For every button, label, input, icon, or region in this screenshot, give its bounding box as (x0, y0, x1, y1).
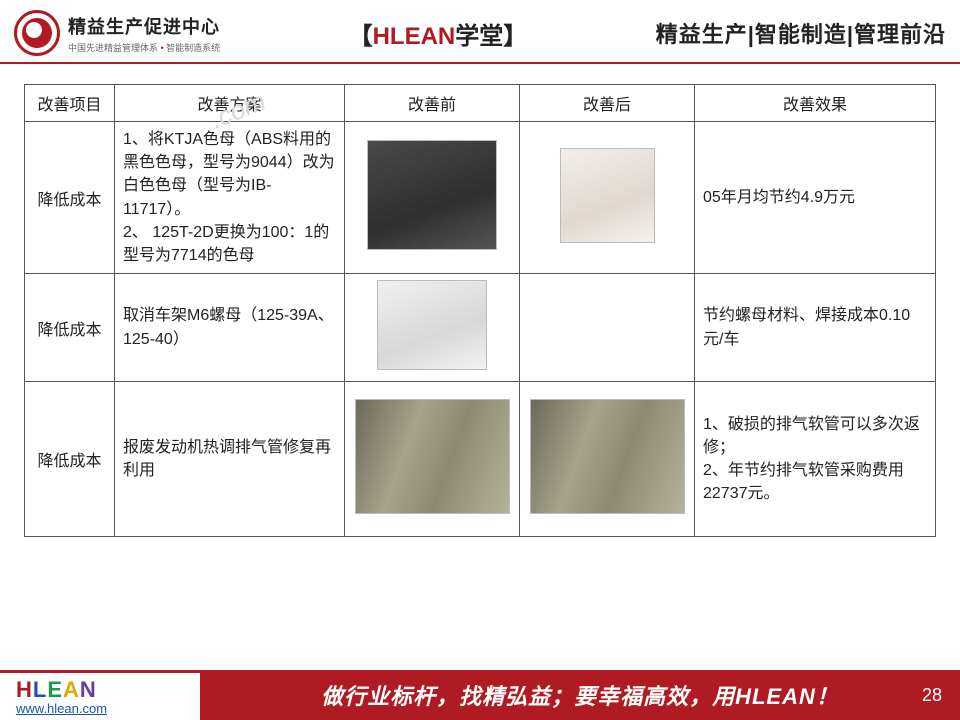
logo-title: 精益生产促进中心 (68, 13, 220, 39)
image-placeholder-icon (560, 148, 655, 243)
cell-project: 降低成本 (25, 382, 115, 537)
logo-icon (14, 10, 60, 56)
footer-logo-e: E (47, 677, 63, 702)
footer-logo-a: A (63, 677, 80, 702)
cell-plan: 1、将KTJA色母（ABS料用的黑色色母，型号为9044）改为白色色母（型号为I… (115, 122, 345, 274)
slide-page: 精益生产促进中心 中国先进精益管理体系 • 智能制造系统 【HLEAN学堂】 精… (0, 0, 960, 720)
table-header-row: 改善项目 改善方案 改善前 改善后 改善效果 (25, 85, 936, 122)
cell-effect: 05年月均节约4.9万元 (695, 122, 936, 274)
th-after: 改善后 (520, 85, 695, 122)
image-placeholder-icon (377, 280, 487, 370)
logo-block: 精益生产促进中心 中国先进精益管理体系 • 智能制造系统 (14, 10, 220, 56)
footer-bar: 做行业标杆，找精弘益；要幸福高效，用HLEAN！ 28 (200, 670, 960, 720)
header-right-text: 精益生产|智能制造|管理前沿 (656, 17, 946, 49)
table-row: 降低成本 报废发动机热调排气管修复再利用 1、破损的排气软管可以多次返修；2、年… (25, 382, 936, 537)
image-placeholder-icon (367, 140, 497, 250)
slide-footer: HLEAN www.hlean.com 做行业标杆，找精弘益；要幸福高效，用HL… (0, 670, 960, 720)
cell-before-img (345, 274, 520, 382)
logo-sub-2: 智能制造系统 (166, 43, 220, 53)
bracket-left: 【 (349, 23, 373, 50)
footer-logo: HLEAN (16, 677, 200, 703)
image-placeholder-icon (355, 399, 510, 514)
th-plan: 改善方案 (115, 85, 345, 122)
cell-after-img (520, 122, 695, 274)
cell-plan: 报废发动机热调排气管修复再利用 (115, 382, 345, 537)
footer-url[interactable]: www.hlean.com (16, 701, 200, 716)
footer-logo-n: N (80, 677, 97, 702)
improvement-table: 改善项目 改善方案 改善前 改善后 改善效果 降低成本 1、将KTJA色母（AB… (24, 84, 936, 537)
cell-after-img (520, 382, 695, 537)
table-container: 改善项目 改善方案 改善前 改善后 改善效果 降低成本 1、将KTJA色母（AB… (0, 64, 960, 670)
footer-slogan: 做行业标杆，找精弘益；要幸福高效，用HLEAN！ (321, 679, 839, 711)
th-project: 改善项目 (25, 85, 115, 122)
cell-after-img (520, 274, 695, 382)
footer-logo-l: L (33, 677, 47, 702)
footer-logo-h: H (16, 677, 33, 702)
th-effect: 改善效果 (695, 85, 936, 122)
logo-sub-dot: • (158, 43, 166, 53)
logo-subtitle: 中国先进精益管理体系 • 智能制造系统 (68, 41, 220, 54)
footer-left: HLEAN www.hlean.com (0, 670, 200, 720)
cell-effect: 节约螺母材料、焊接成本0.10元/车 (695, 274, 936, 382)
image-placeholder-icon (530, 399, 685, 514)
cell-before-img (345, 122, 520, 274)
logo-sub-1: 中国先进精益管理体系 (68, 43, 158, 53)
cell-effect: 1、破损的排气软管可以多次返修；2、年节约排气软管采购费用22737元。 (695, 382, 936, 537)
table-row: 降低成本 1、将KTJA色母（ABS料用的黑色色母，型号为9044）改为白色色母… (25, 122, 936, 274)
cell-before-img (345, 382, 520, 537)
hlean-word: HLEAN (373, 23, 456, 50)
page-number: 28 (922, 685, 942, 706)
cell-plan: 取消车架M6螺母（125-39A、125-40） (115, 274, 345, 382)
table-row: 降低成本 取消车架M6螺母（125-39A、125-40） 节约螺母材料、焊接成… (25, 274, 936, 382)
th-before: 改善前 (345, 85, 520, 122)
hlean-suffix: 学堂 (455, 23, 503, 50)
header-center-title: 【HLEAN学堂】 (220, 16, 656, 51)
slide-header: 精益生产促进中心 中国先进精益管理体系 • 智能制造系统 【HLEAN学堂】 精… (0, 0, 960, 64)
cell-project: 降低成本 (25, 274, 115, 382)
logo-text: 精益生产促进中心 中国先进精益管理体系 • 智能制造系统 (68, 13, 220, 54)
bracket-right: 】 (503, 23, 527, 50)
cell-project: 降低成本 (25, 122, 115, 274)
